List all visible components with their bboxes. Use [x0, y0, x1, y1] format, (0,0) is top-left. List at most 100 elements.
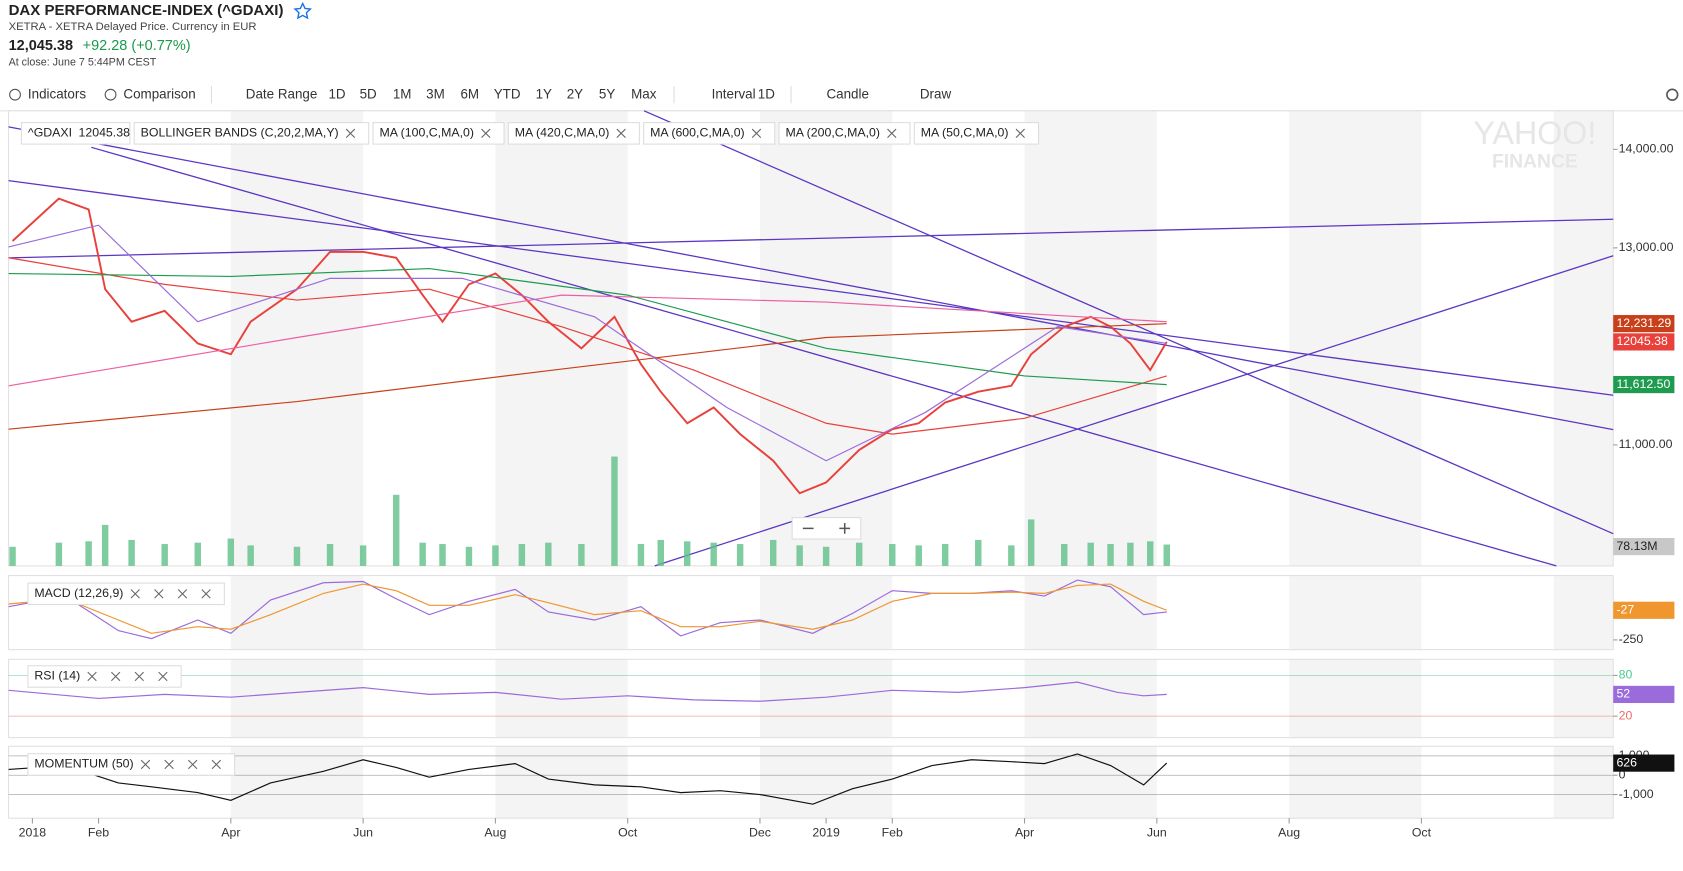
toolbar-item[interactable]: Indicators [28, 86, 86, 101]
volume-bar [161, 544, 168, 566]
chip-icon[interactable] [345, 128, 356, 139]
volume-bar [227, 538, 235, 566]
volume-bar [194, 542, 201, 566]
period-shade [1289, 110, 1422, 566]
period-shade [230, 110, 364, 566]
x-tick-label: Jun [1147, 825, 1167, 839]
chip-label: MA (420,C,MA,0) [515, 126, 610, 140]
toolbar-item[interactable]: Interval [712, 86, 756, 101]
chip-bg [372, 122, 505, 145]
chip-icon[interactable] [481, 128, 491, 139]
chip-icon[interactable] [111, 671, 121, 682]
chip-icon[interactable] [201, 589, 211, 599]
volume-bar [293, 546, 301, 566]
chip-icon[interactable] [130, 589, 140, 599]
volume-bar [889, 544, 896, 566]
x-tick-label: Oct [618, 825, 638, 839]
toolbar-item[interactable]: 1D [328, 86, 345, 101]
toolbar-icon [104, 88, 117, 101]
volume-bar [710, 542, 717, 566]
volume-bar [1008, 545, 1015, 566]
chip-icon[interactable] [140, 759, 151, 770]
period-shade [1553, 575, 1614, 650]
toolbar-item[interactable]: 2Y [567, 86, 583, 101]
y-tick-label: 0 [1619, 767, 1626, 781]
chip-text: MA (50,C,MA,0) [921, 126, 1009, 140]
toolbar-icon [9, 88, 21, 101]
chip-icon[interactable] [154, 589, 164, 599]
panel-title-chip: RSI (14) [27, 665, 182, 688]
chip-text: 12045.38 [79, 126, 131, 140]
volume-bar [611, 456, 618, 566]
chip-icon[interactable] [188, 759, 198, 770]
volume-bar [128, 539, 135, 566]
quote-subtitle: XETRA - XETRA Delayed Price. Currency in… [9, 21, 257, 33]
volume-bar [1027, 519, 1035, 566]
chip-icon[interactable] [87, 671, 97, 682]
chip-label: MA (200,C,MA,0) [785, 126, 880, 140]
volume-bar [657, 539, 664, 566]
toolbar-item[interactable]: Draw [920, 86, 952, 101]
value-box-label: 52 [1616, 687, 1630, 701]
volume-bar [492, 545, 499, 566]
toolbar-item[interactable]: 1M [393, 86, 412, 101]
period-shade [1024, 659, 1157, 738]
chip-label: MOMENTUM (50) [34, 757, 133, 771]
volume-bar [1087, 542, 1094, 566]
chip-text: MA (600,C,MA,0) [650, 126, 745, 140]
chip-icon[interactable] [164, 759, 174, 770]
series-line [8, 268, 1167, 386]
toolbar-item[interactable]: 5D [360, 86, 377, 101]
series-line [8, 681, 1167, 702]
toolbar-item[interactable]: 1Y [536, 86, 552, 101]
period-shade [230, 575, 364, 650]
settings-icon[interactable] [1666, 88, 1679, 101]
legend-chip: MA (600,C,MA,0) [643, 122, 776, 145]
period-shade [1553, 746, 1614, 819]
toolbar-item[interactable]: 6M [460, 86, 479, 101]
chip-icon[interactable] [134, 671, 144, 682]
zoom-control[interactable] [791, 517, 862, 540]
toolbar-item[interactable]: Max [631, 86, 657, 101]
volume-bar [855, 542, 863, 566]
chip-text: MA (420,C,MA,0) [515, 126, 610, 140]
volume-bar [975, 539, 982, 566]
chip-icon[interactable] [616, 128, 626, 139]
volume-bar [1127, 542, 1134, 566]
toolbar-item[interactable]: Comparison [123, 86, 195, 101]
volume-bar [1163, 544, 1170, 566]
chip-label: ^GDAXI 12045.38 [28, 126, 130, 140]
chip-icon[interactable] [751, 128, 762, 139]
chip-icon[interactable] [887, 128, 897, 139]
chip-icon[interactable] [1015, 128, 1025, 139]
chip-icon[interactable] [177, 589, 188, 599]
volume-bar [578, 544, 585, 566]
toolbar-item[interactable]: Candle [826, 86, 868, 101]
quote-title: DAX PERFORMANCE-INDEX (^GDAXI) [9, 2, 284, 19]
series-line [8, 294, 1167, 387]
chip-text: MA (200,C,MA,0) [785, 126, 880, 140]
chip-icon[interactable] [211, 759, 221, 770]
x-tick-label: Aug [484, 825, 506, 839]
toolbar-item[interactable]: 1D [758, 86, 775, 101]
toolbar-item[interactable]: Date Range [246, 86, 318, 101]
series-line [8, 583, 1167, 634]
toolbar-item[interactable]: 5Y [599, 86, 615, 101]
value-box [1613, 754, 1675, 772]
x-tick-label: Jun [353, 825, 373, 839]
series-line [8, 579, 1167, 640]
legend-chip: BOLLINGER BANDS (C,20,2,MA,Y) [133, 122, 370, 145]
chip-text: ^GDAXI [28, 126, 72, 140]
watch-star[interactable] [293, 1, 312, 20]
panel-frame [8, 745, 1614, 819]
chip-bg [27, 753, 236, 776]
chip-icon[interactable] [158, 671, 168, 682]
toolbar-item[interactable]: YTD [494, 86, 521, 101]
x-tick-label: Feb [882, 825, 903, 839]
volume-bar [796, 545, 803, 566]
period-shade [1289, 746, 1422, 819]
chip-label: MA (100,C,MA,0) [379, 126, 474, 140]
toolbar-item[interactable]: 3M [426, 86, 445, 101]
close-time: At close: June 7 5:44PM CEST [9, 56, 157, 68]
